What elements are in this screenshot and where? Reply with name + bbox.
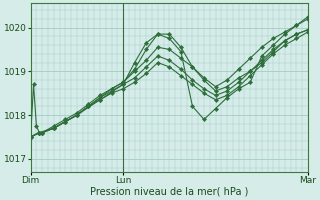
X-axis label: Pression niveau de la mer( hPa ): Pression niveau de la mer( hPa ) <box>90 187 249 197</box>
